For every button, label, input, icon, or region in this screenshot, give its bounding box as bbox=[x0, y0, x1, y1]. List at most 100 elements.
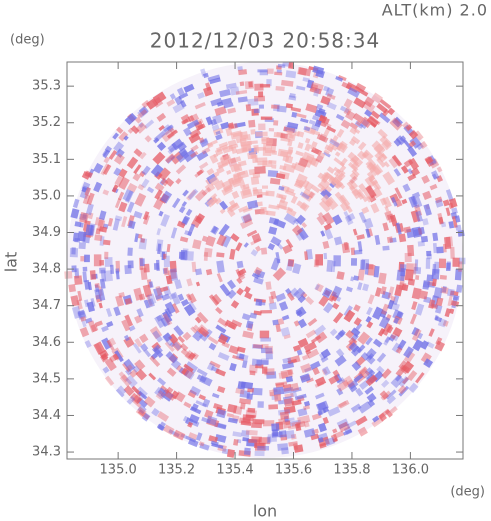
radar-cell bbox=[215, 324, 227, 334]
radar-cell bbox=[192, 239, 202, 250]
radar-cell bbox=[232, 431, 242, 438]
radar-cell bbox=[452, 257, 460, 267]
radar-cell bbox=[116, 126, 124, 134]
radar-cell bbox=[181, 215, 191, 226]
radar-cell bbox=[279, 411, 290, 420]
radar-cell bbox=[278, 185, 285, 191]
radar-cell bbox=[124, 297, 133, 306]
radar-cell bbox=[276, 203, 288, 211]
radar-cell bbox=[141, 99, 151, 109]
radar-cell bbox=[133, 164, 142, 175]
radar-cell bbox=[347, 87, 361, 98]
radar-cell bbox=[164, 390, 176, 401]
radar-cell bbox=[132, 365, 140, 373]
radar-cell bbox=[102, 189, 110, 196]
radar-cell bbox=[233, 163, 243, 173]
radar-cell bbox=[260, 116, 273, 120]
radar-cell bbox=[235, 268, 242, 277]
radar-cell bbox=[197, 123, 206, 131]
radar-cell bbox=[115, 388, 125, 398]
radar-cell bbox=[77, 231, 87, 242]
radar-cell bbox=[124, 112, 138, 126]
radar-cell bbox=[252, 418, 265, 424]
radar-cell bbox=[351, 361, 362, 372]
radar-cell bbox=[182, 189, 189, 197]
radar-cell bbox=[124, 190, 134, 203]
radar-cell bbox=[263, 142, 273, 150]
radar-cell bbox=[251, 233, 262, 244]
radar-cell bbox=[195, 281, 201, 287]
radar-cell bbox=[165, 351, 178, 364]
radar-cell bbox=[376, 103, 388, 114]
radar-cell bbox=[332, 135, 339, 142]
radar-cell bbox=[421, 174, 430, 184]
radar-cell bbox=[417, 240, 425, 247]
radar-cell bbox=[186, 278, 193, 287]
radar-cell bbox=[422, 280, 430, 290]
radar-cell bbox=[182, 149, 198, 163]
radar-cell bbox=[125, 374, 138, 388]
radar-cell bbox=[243, 242, 249, 248]
radar-cell bbox=[251, 387, 263, 396]
radar-cell bbox=[408, 195, 418, 208]
radar-cell bbox=[382, 245, 390, 251]
radar-cell bbox=[315, 376, 327, 387]
radar-cell bbox=[129, 368, 139, 378]
radar-cell bbox=[127, 260, 134, 269]
radar-cell bbox=[395, 135, 406, 146]
radar-cell bbox=[187, 438, 199, 448]
radar-cell bbox=[114, 198, 122, 209]
radar-cell bbox=[277, 63, 286, 68]
radar-cell bbox=[374, 150, 385, 161]
radar-cell bbox=[324, 437, 336, 447]
radar-cell bbox=[220, 234, 232, 248]
radar-cell bbox=[310, 129, 321, 136]
radar-cell bbox=[130, 125, 140, 135]
radar-cell bbox=[98, 302, 103, 309]
radar-cell bbox=[152, 151, 166, 165]
radar-cell bbox=[183, 363, 194, 373]
radar-cell bbox=[84, 340, 92, 348]
radar-cell bbox=[435, 297, 444, 307]
radar-cell bbox=[287, 121, 299, 130]
radar-cell bbox=[215, 133, 223, 141]
radar-cell bbox=[190, 326, 198, 334]
radar-cell bbox=[160, 316, 171, 328]
radar-cell bbox=[217, 317, 229, 328]
radar-cell bbox=[226, 207, 236, 218]
radar-cell bbox=[162, 124, 171, 132]
radar-cell bbox=[104, 257, 113, 267]
radar-cell bbox=[444, 308, 451, 318]
radar-cell bbox=[114, 350, 124, 363]
radar-cell bbox=[144, 119, 155, 129]
radar-cell bbox=[438, 258, 447, 269]
radar-cell bbox=[210, 440, 219, 446]
radar-cell bbox=[317, 151, 326, 158]
radar-cell bbox=[288, 95, 297, 101]
radar-cell bbox=[292, 263, 302, 275]
radar-cell bbox=[164, 341, 175, 352]
radar-cell bbox=[332, 311, 344, 324]
radar-cell bbox=[70, 208, 80, 219]
radar-cell bbox=[82, 266, 88, 272]
radar-cell bbox=[434, 304, 443, 314]
radar-cell bbox=[315, 154, 324, 164]
radar-cell bbox=[364, 386, 374, 395]
radar-cell bbox=[181, 367, 190, 376]
radar-cell bbox=[199, 442, 210, 451]
radar-cell bbox=[257, 161, 268, 166]
radar-cell bbox=[80, 315, 87, 328]
radar-cell bbox=[162, 268, 168, 274]
radar-cell bbox=[410, 209, 421, 223]
radar-cell bbox=[108, 149, 118, 160]
radar-cell bbox=[270, 236, 282, 247]
radar-cell bbox=[346, 420, 357, 429]
radar-cell bbox=[156, 228, 162, 236]
radar-cell bbox=[324, 122, 332, 128]
radar-cell bbox=[350, 276, 355, 282]
radar-cell bbox=[238, 69, 248, 76]
radar-cell bbox=[420, 340, 430, 350]
radar-cell bbox=[277, 443, 289, 451]
radar-cell bbox=[337, 74, 347, 82]
radar-cell bbox=[288, 441, 298, 447]
